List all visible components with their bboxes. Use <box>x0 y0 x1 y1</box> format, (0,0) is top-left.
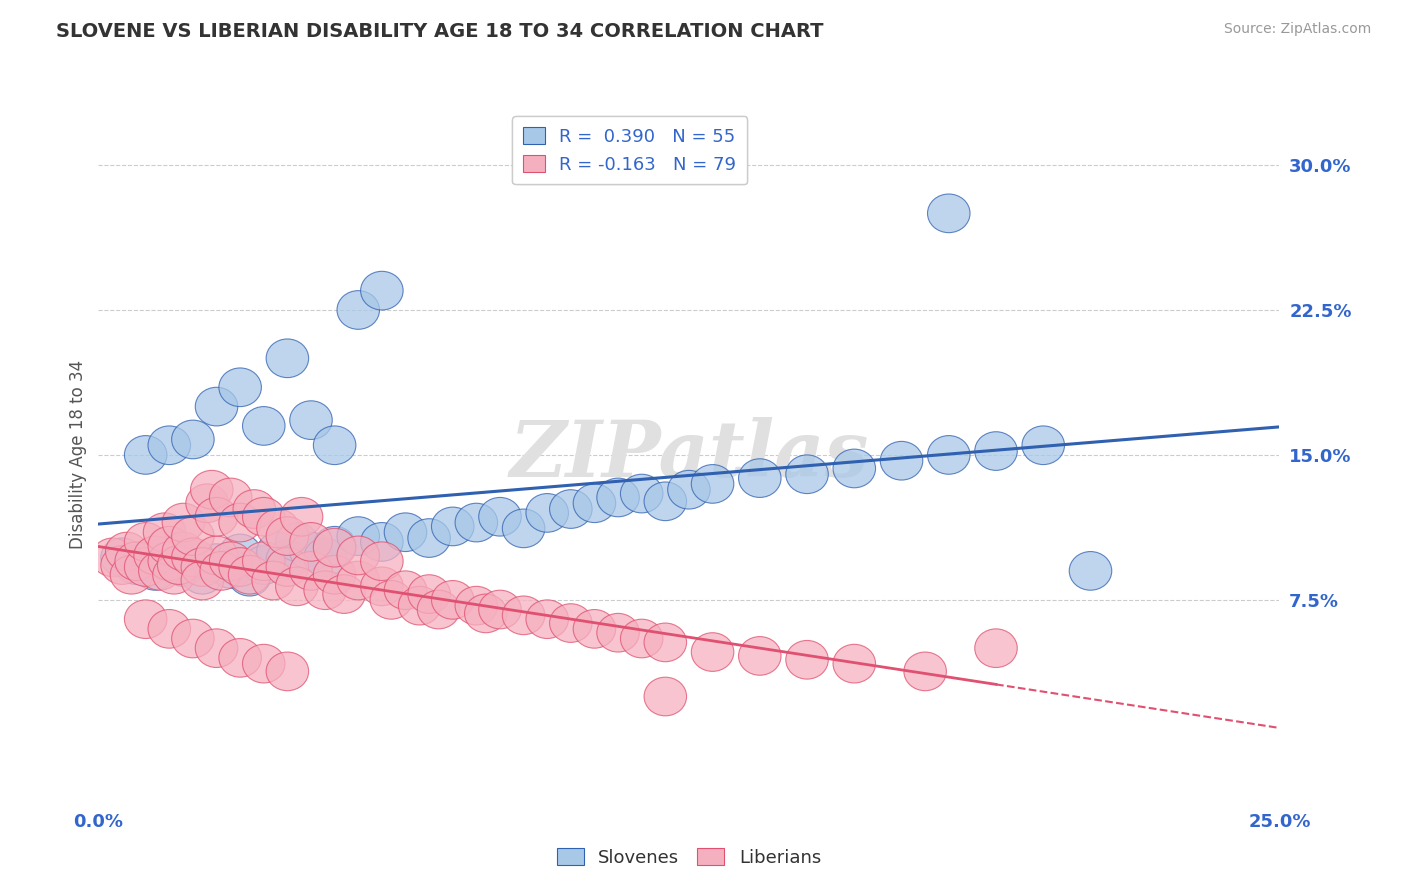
Y-axis label: Disability Age 18 to 34: Disability Age 18 to 34 <box>69 360 87 549</box>
Legend: R =  0.390   N = 55, R = -0.163   N = 79: R = 0.390 N = 55, R = -0.163 N = 79 <box>513 116 747 185</box>
Text: ZIPatlas: ZIPatlas <box>509 417 869 493</box>
Text: SLOVENE VS LIBERIAN DISABILITY AGE 18 TO 34 CORRELATION CHART: SLOVENE VS LIBERIAN DISABILITY AGE 18 TO… <box>56 22 824 41</box>
Legend: Slovenes, Liberians: Slovenes, Liberians <box>550 841 828 874</box>
Text: Source: ZipAtlas.com: Source: ZipAtlas.com <box>1223 22 1371 37</box>
